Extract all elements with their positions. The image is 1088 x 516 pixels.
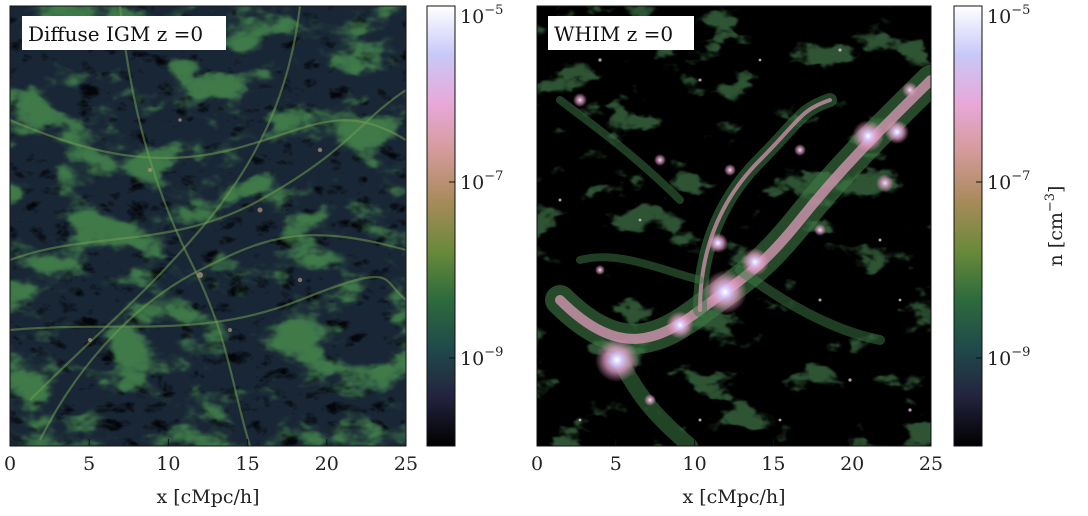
right-plot-frame (536, 5, 932, 447)
left-plot-frame (9, 5, 407, 447)
left-x-axis-label: x [cMpc/h] (156, 486, 259, 508)
colorbar-tick-label: 10−7 (460, 169, 503, 194)
right-x-axis-label: x [cMpc/h] (682, 486, 785, 508)
right-x-axis: 0 5 10 15 20 25 (531, 439, 943, 475)
x-tick-label: 20 (315, 453, 339, 475)
colorbar-gradient (953, 5, 983, 447)
x-tick-label: 10 (683, 453, 707, 475)
colorbar-tick-label: 10−9 (460, 345, 503, 370)
right-colorbar: 10−5 10−7 10−9 (953, 3, 1030, 447)
x-tick-label: 10 (156, 453, 180, 475)
x-tick-label: 5 (83, 453, 95, 475)
colorbar-label: n [cm−3] (1043, 186, 1067, 267)
left-panel-title: Diffuse IGM z =0 (28, 22, 203, 46)
colorbar-tick-label: 10−7 (987, 169, 1030, 194)
x-tick-label: 20 (840, 453, 864, 475)
colorbar-tick-label: 10−5 (987, 3, 1030, 28)
x-tick-label: 15 (761, 453, 785, 475)
x-tick-label: 25 (919, 453, 943, 475)
left-x-axis: 0 5 10 15 20 25 (4, 439, 418, 475)
x-tick-label: 0 (531, 453, 543, 475)
colorbar-tick-label: 10−9 (987, 345, 1030, 370)
x-tick-label: 15 (236, 453, 260, 475)
heatmap-whim (537, 6, 931, 446)
x-tick-label: 5 (610, 453, 622, 475)
right-panel-title: WHIM z =0 (554, 22, 673, 46)
right-panel-label: WHIM z =0 (548, 16, 694, 50)
x-tick-label: 25 (394, 453, 418, 475)
colorbar-gradient (426, 5, 456, 447)
heatmap-diffuse-igm (10, 6, 406, 446)
left-colorbar: 10−5 10−7 10−9 (426, 3, 503, 447)
left-panel-label: Diffuse IGM z =0 (22, 16, 226, 50)
x-tick-label: 0 (4, 453, 16, 475)
colorbar-tick-label: 10−5 (460, 3, 503, 28)
